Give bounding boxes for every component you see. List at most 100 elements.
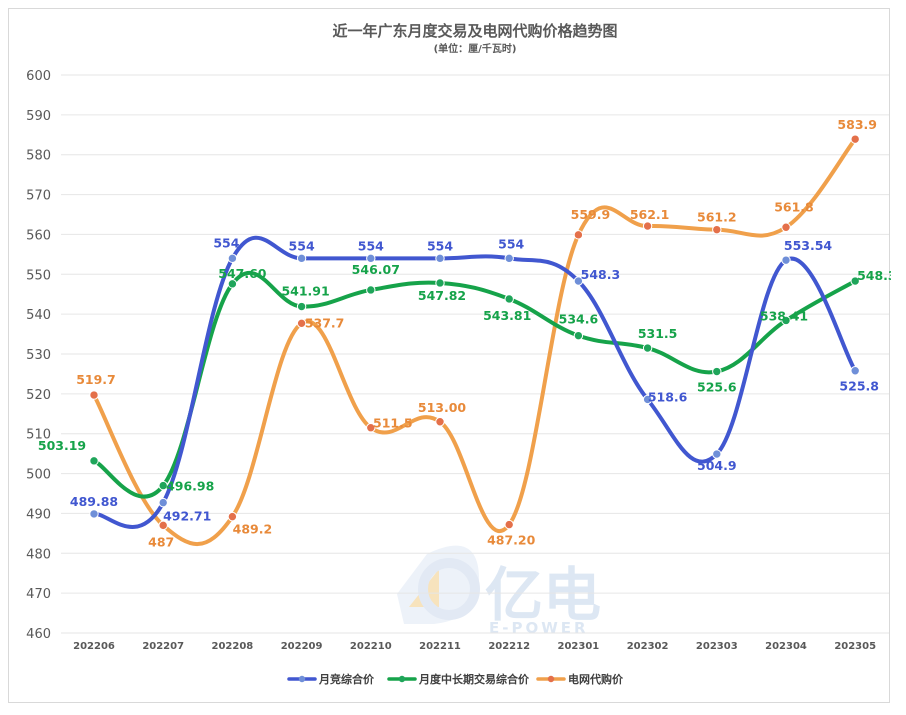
data-point	[712, 366, 722, 377]
data-point	[366, 253, 376, 264]
data-point	[296, 253, 307, 264]
data-point	[89, 456, 99, 466]
y-tick-label: 490	[26, 507, 51, 522]
grid	[61, 74, 889, 634]
legend: 月竞综合价 月度中长期交易综合价 电网代购价	[287, 672, 624, 686]
legend-marker	[398, 675, 406, 683]
watermark-logo-icon	[397, 545, 480, 624]
data-point	[850, 134, 860, 144]
x-tick-label: 202304	[765, 641, 807, 652]
data-point	[366, 285, 376, 295]
x-tick-label: 202206	[73, 641, 115, 652]
y-tick-label: 540	[26, 308, 51, 323]
data-point	[850, 366, 860, 376]
data-label: 548.3	[581, 267, 621, 282]
data-label: 561.2	[697, 210, 737, 225]
y-tick-label: 470	[26, 587, 51, 602]
data-point	[89, 390, 99, 400]
data-point	[573, 276, 584, 286]
data-labels: 489.88 492.71 554 554 554 554 554 548.3 518.6 504…	[38, 117, 891, 549]
x-tick-label: 202212	[488, 641, 530, 652]
data-label: 541.91	[281, 284, 329, 299]
data-point	[158, 480, 168, 491]
data-label: 554	[289, 238, 315, 253]
data-label: 489.88	[70, 494, 118, 509]
y-tick-label: 560	[26, 228, 51, 243]
data-point	[850, 276, 860, 286]
data-label: 519.7	[76, 372, 116, 387]
chart-canvas: 亿电 E-POWER 近一年广东月度交易及电网代购价格趋势图 (单位：厘/千瓦时…	[26, 22, 891, 686]
data-point	[781, 222, 791, 232]
data-label: 543.81	[483, 308, 531, 323]
data-label: 554	[358, 238, 384, 253]
data-point	[504, 294, 514, 304]
data-label: 554	[213, 235, 239, 250]
data-label: 503.19	[38, 438, 86, 453]
data-label: 537.7	[305, 315, 345, 330]
y-tick-label: 520	[26, 388, 51, 403]
x-tick-label: 202301	[558, 641, 600, 652]
data-point	[642, 394, 653, 405]
data-label: 547.60	[218, 266, 267, 281]
data-point	[712, 449, 722, 459]
data-label: 492.71	[163, 509, 211, 524]
data-point	[158, 497, 168, 508]
legend-marker	[298, 675, 306, 683]
y-tick-label: 500	[26, 468, 51, 483]
data-label: 547.82	[418, 288, 466, 303]
y-tick-label: 460	[26, 627, 51, 642]
data-label: 496.98	[166, 479, 214, 494]
data-point	[781, 315, 791, 326]
watermark: 亿电 E-POWER	[397, 545, 601, 637]
series-line	[92, 270, 858, 499]
data-point	[366, 423, 376, 433]
y-tick-label: 550	[26, 268, 51, 283]
data-label: 559.9	[571, 207, 611, 222]
data-label: 525.8	[839, 379, 879, 394]
data-point	[573, 330, 584, 341]
chart-title: 近一年广东月度交易及电网代购价格趋势图	[332, 22, 617, 40]
x-tick-label: 202209	[281, 641, 323, 652]
chart-frame: 亿电 E-POWER 近一年广东月度交易及电网代购价格趋势图 (单位：厘/千瓦时…	[8, 8, 891, 703]
data-label: 553.54	[784, 238, 833, 253]
data-point	[435, 417, 445, 427]
data-point	[227, 279, 238, 289]
data-label: 554	[427, 238, 453, 253]
data-point	[504, 253, 514, 264]
y-tick-label: 600	[26, 69, 51, 84]
y-tick-label: 530	[26, 348, 51, 363]
data-label: 525.6	[697, 380, 737, 395]
data-point	[227, 253, 238, 264]
y-tick-label: 590	[26, 109, 51, 124]
x-tick-label: 202211	[419, 641, 461, 652]
data-label: 562.1	[630, 207, 670, 222]
legend-label: 电网代购价	[568, 672, 624, 686]
data-label: 534.6	[559, 312, 599, 327]
data-label: 554	[498, 236, 524, 251]
y-tick-label: 510	[26, 428, 51, 443]
data-point	[504, 519, 514, 530]
legend-label: 月竞综合价	[318, 672, 375, 686]
data-label: 487	[148, 534, 174, 549]
data-point	[573, 230, 584, 240]
data-label: 546.07	[352, 262, 400, 277]
series-layer	[89, 134, 860, 547]
x-tick-label: 202207	[142, 641, 184, 652]
data-label: 518.6	[648, 389, 688, 404]
data-point	[642, 343, 653, 353]
x-tick-label: 202302	[627, 641, 669, 652]
data-label: 504.9	[697, 458, 737, 473]
y-tick-label: 570	[26, 189, 51, 204]
legend-marker	[547, 675, 555, 683]
data-point	[296, 318, 307, 329]
data-label: 511.5	[373, 416, 413, 431]
series-line	[92, 235, 858, 529]
data-point	[227, 511, 238, 522]
chart-subtitle: (单位：厘/千瓦时)	[434, 42, 517, 55]
y-tick-label: 480	[26, 547, 51, 562]
data-point	[158, 520, 168, 531]
data-label: 561.8	[774, 199, 814, 214]
data-point	[712, 224, 722, 235]
data-label: 531.5	[638, 326, 678, 341]
data-label: 487.20	[487, 533, 536, 548]
